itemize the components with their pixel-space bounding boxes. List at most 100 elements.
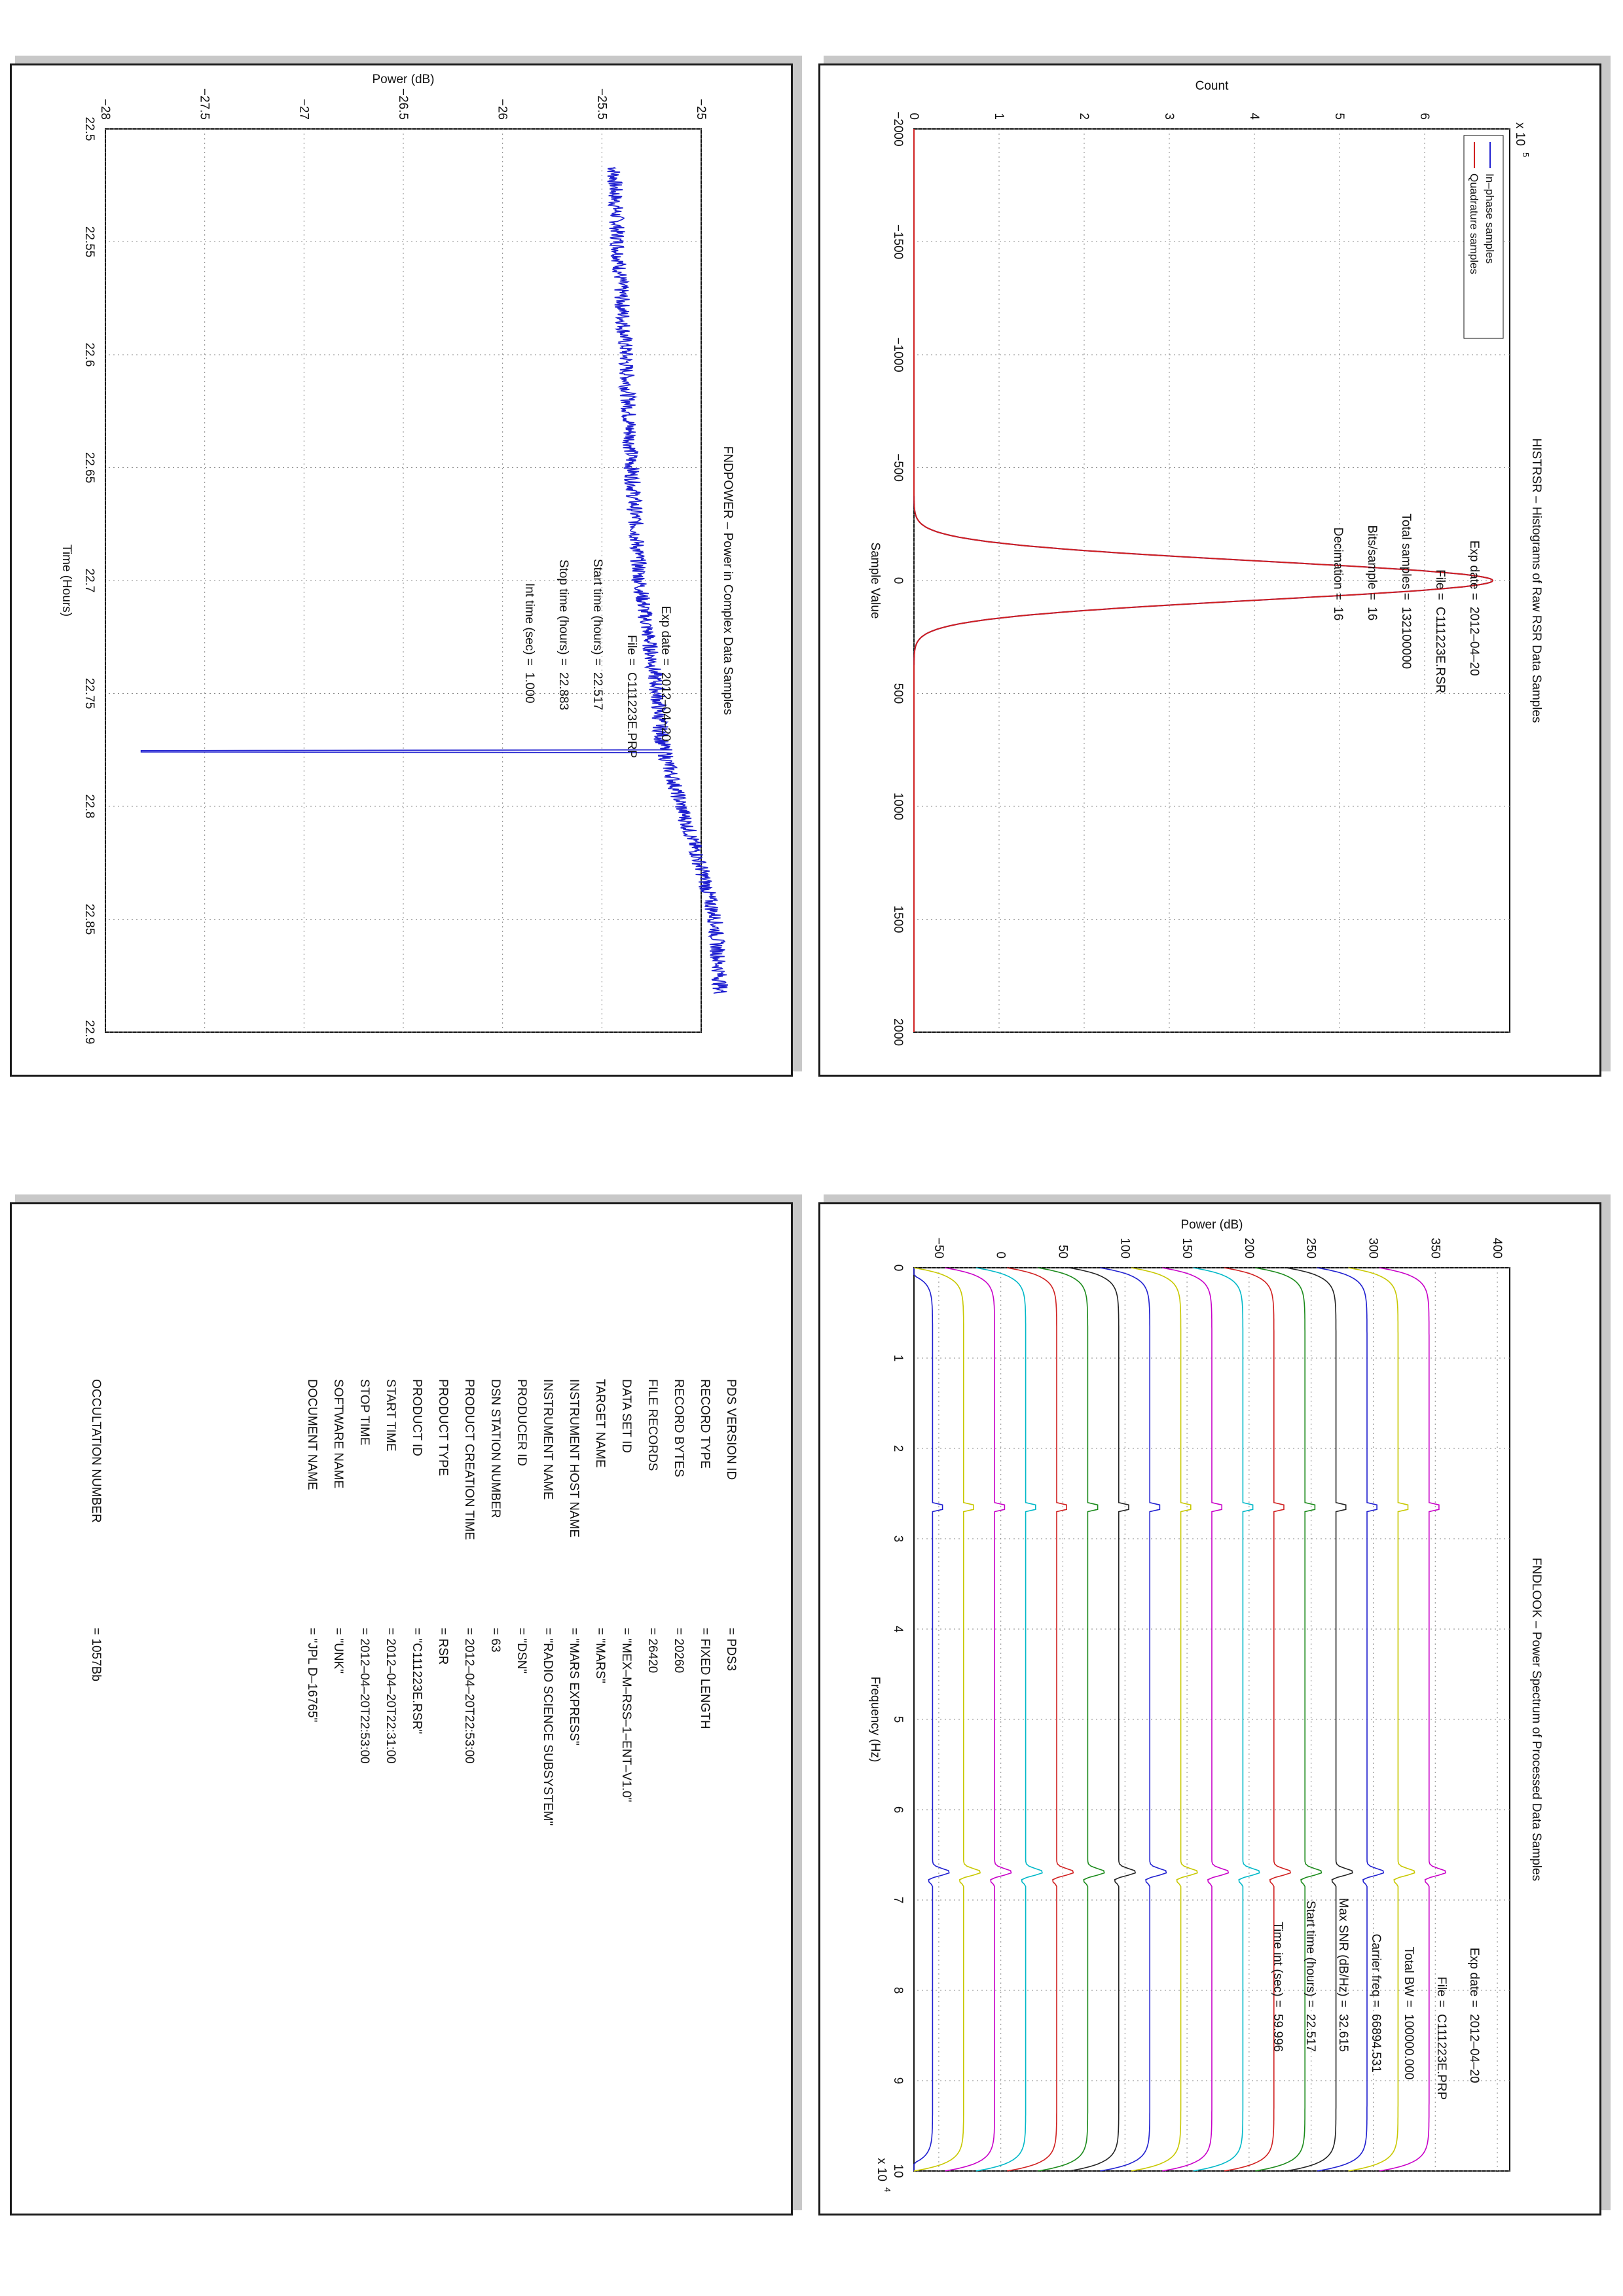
info-value: 16 (1365, 607, 1379, 620)
spectrum-series-line (1286, 1267, 1353, 2172)
y-tick-label: 100 (1118, 1238, 1131, 1259)
y-axis-label: Count (1195, 79, 1229, 93)
power-chart: 22.5 22.55 22.6 22.65 22.7 22.75 22.8 22.85 22.9… (60, 73, 735, 1045)
y-tick-label: −25 (694, 99, 708, 120)
legend-box (1463, 135, 1504, 339)
y-tick-label: −26.5 (396, 88, 410, 120)
x-tick-label: 22.9 (82, 1020, 96, 1045)
label-key: STOP TIME (357, 1379, 371, 1445)
label-key: PRODUCT TYPE (436, 1379, 450, 1476)
x-tick-label: 9 (891, 2077, 905, 2085)
spectrum-series-line (945, 1267, 1012, 2172)
info-label: Stop time (hours) = (556, 560, 570, 666)
y-tick-label: 250 (1304, 1238, 1318, 1259)
label-key: DSN STATION NUMBER (488, 1379, 502, 1518)
x-tick-label: 22.85 (82, 904, 96, 935)
x-axis-label: Sample Value (868, 543, 882, 619)
x-tick-label: 2000 (891, 1018, 905, 1046)
label-key: PRODUCT ID (410, 1379, 424, 1456)
info-value: 32.615 (1336, 2014, 1350, 2052)
info-label: Bits/sample = (1365, 525, 1379, 600)
spectrum-series-line (913, 1267, 981, 2172)
histogram-chart: −2000 −1500 −1000 −500 0 500 1000 1500 2000 0 1 2 3 4… (868, 79, 1543, 1046)
label-key: FILE RECORDS (646, 1379, 659, 1471)
panel-shadow (793, 1194, 802, 2210)
info-value: C111223E.PRP (1434, 2014, 1448, 2100)
info-value: 22.517 (591, 672, 604, 710)
x-tick-label: 22.7 (82, 569, 96, 593)
x-tick-label: 8 (891, 1987, 905, 1994)
x-tick-label: −500 (891, 454, 905, 482)
label-value: = "MARS EXPRESS" (567, 1628, 581, 1746)
rotated-plot: −2000 −1500 −1000 −500 0 500 1000 1500 2000 0 1 2 3 4… (868, 79, 1543, 1046)
spectrum-series-line (1348, 1267, 1415, 2172)
x-tick-label: 5 (891, 1716, 905, 1723)
label-value: = "MARS" (593, 1628, 607, 1683)
label-value: = 2012–04–20T22:31:00 (384, 1628, 397, 1764)
info-value: 22.517 (1304, 2014, 1317, 2052)
x-tick-label: 6 (891, 1806, 905, 1814)
info-label: Total BW = (1402, 1947, 1415, 2007)
panel-shadow (793, 56, 802, 1071)
x-axis-label: Frequency (Hz) (868, 1677, 882, 1763)
label-value: = "DSN" (515, 1628, 528, 1674)
info-value: 22.883 (556, 672, 570, 710)
x-exponent: x 10 (875, 2158, 888, 2181)
panel-frame (10, 1202, 793, 2215)
rotated-plot: 0 1 2 3 4 5 6 7 8 9 10 −50 0 50 100 150 200 250 300 350 400 x… (868, 1218, 1543, 2192)
y-tick-label: −25.5 (594, 88, 608, 120)
x-tick-label: 2 (891, 1445, 905, 1452)
spectrum-series-line (1255, 1267, 1322, 2172)
y-tick-label: 2 (1077, 113, 1091, 120)
y-tick-label: 6 (1417, 113, 1431, 120)
spectrum-series-line (1224, 1267, 1291, 2172)
x-tick-label: 1000 (891, 793, 905, 820)
spectrum-series-line (1131, 1267, 1198, 2172)
y-axis-label: Power (dB) (1180, 1218, 1243, 1232)
label-value: = "C111223E.RSR" (410, 1628, 424, 1734)
label-key: PRODUCER ID (515, 1379, 528, 1466)
info-label: File = (1434, 1977, 1448, 2007)
y-tick-label: 4 (1247, 113, 1261, 120)
y-tick-label: 0 (994, 1251, 1008, 1259)
x-tick-label: 0 (891, 577, 905, 584)
panel-shadow (824, 56, 1611, 65)
y-tick-label: −26 (496, 99, 509, 120)
panel-shadow (1601, 56, 1611, 1071)
x-tick-label: 22.65 (82, 452, 96, 484)
y-tick-label: −27.5 (198, 88, 211, 120)
info-label: Max SNR (dB/Hz) = (1336, 1898, 1350, 2007)
y-tick-label: −28 (98, 99, 112, 120)
x-tick-label: −1000 (891, 337, 905, 372)
info-label: Time int (sec) = (1271, 1922, 1285, 2007)
info-label: File = (625, 635, 638, 666)
info-value: C111223E.PRP (625, 672, 638, 758)
spectrum-series-line (913, 1268, 950, 2171)
quadrature-series-line (913, 129, 1494, 1032)
x-tick-label: 1 (891, 1355, 905, 1362)
power-series-line (140, 166, 729, 994)
label-value: = RSR (436, 1628, 450, 1665)
info-label: File = (1433, 569, 1447, 600)
info-value: 100000.000 (1402, 2014, 1415, 2079)
info-label: Total samples = (1399, 513, 1413, 600)
info-label: Int time (sec) = (522, 583, 536, 666)
y-tick-label: 1 (992, 113, 1006, 120)
label-key: SOFTWARE NAME (331, 1379, 345, 1488)
x-tick-label: −2000 (891, 111, 905, 146)
y-tick-label: 350 (1428, 1238, 1442, 1259)
spectrum-series-line (1379, 1267, 1446, 2172)
label-value: = PDS3 (724, 1628, 738, 1671)
info-value: 2012–04–20 (1467, 2014, 1481, 2083)
label-value: = "MEX–M–RSS–1–ENT–V1.0" (619, 1628, 633, 1802)
label-value: = 2012–04–20T22:53:00 (462, 1628, 476, 1764)
info-label: Exp date = (1467, 541, 1481, 600)
y-tick-label: −50 (932, 1238, 945, 1259)
panel-shadow (824, 1194, 1611, 1204)
info-value: 66894.531 (1369, 2014, 1383, 2073)
y-tick-label: 0 (907, 113, 921, 120)
panel-shadow (15, 56, 802, 65)
spectrum-series-line (1068, 1267, 1137, 2172)
x-tick-label: 22.6 (82, 343, 96, 367)
label-value: = 63 (488, 1628, 502, 1653)
